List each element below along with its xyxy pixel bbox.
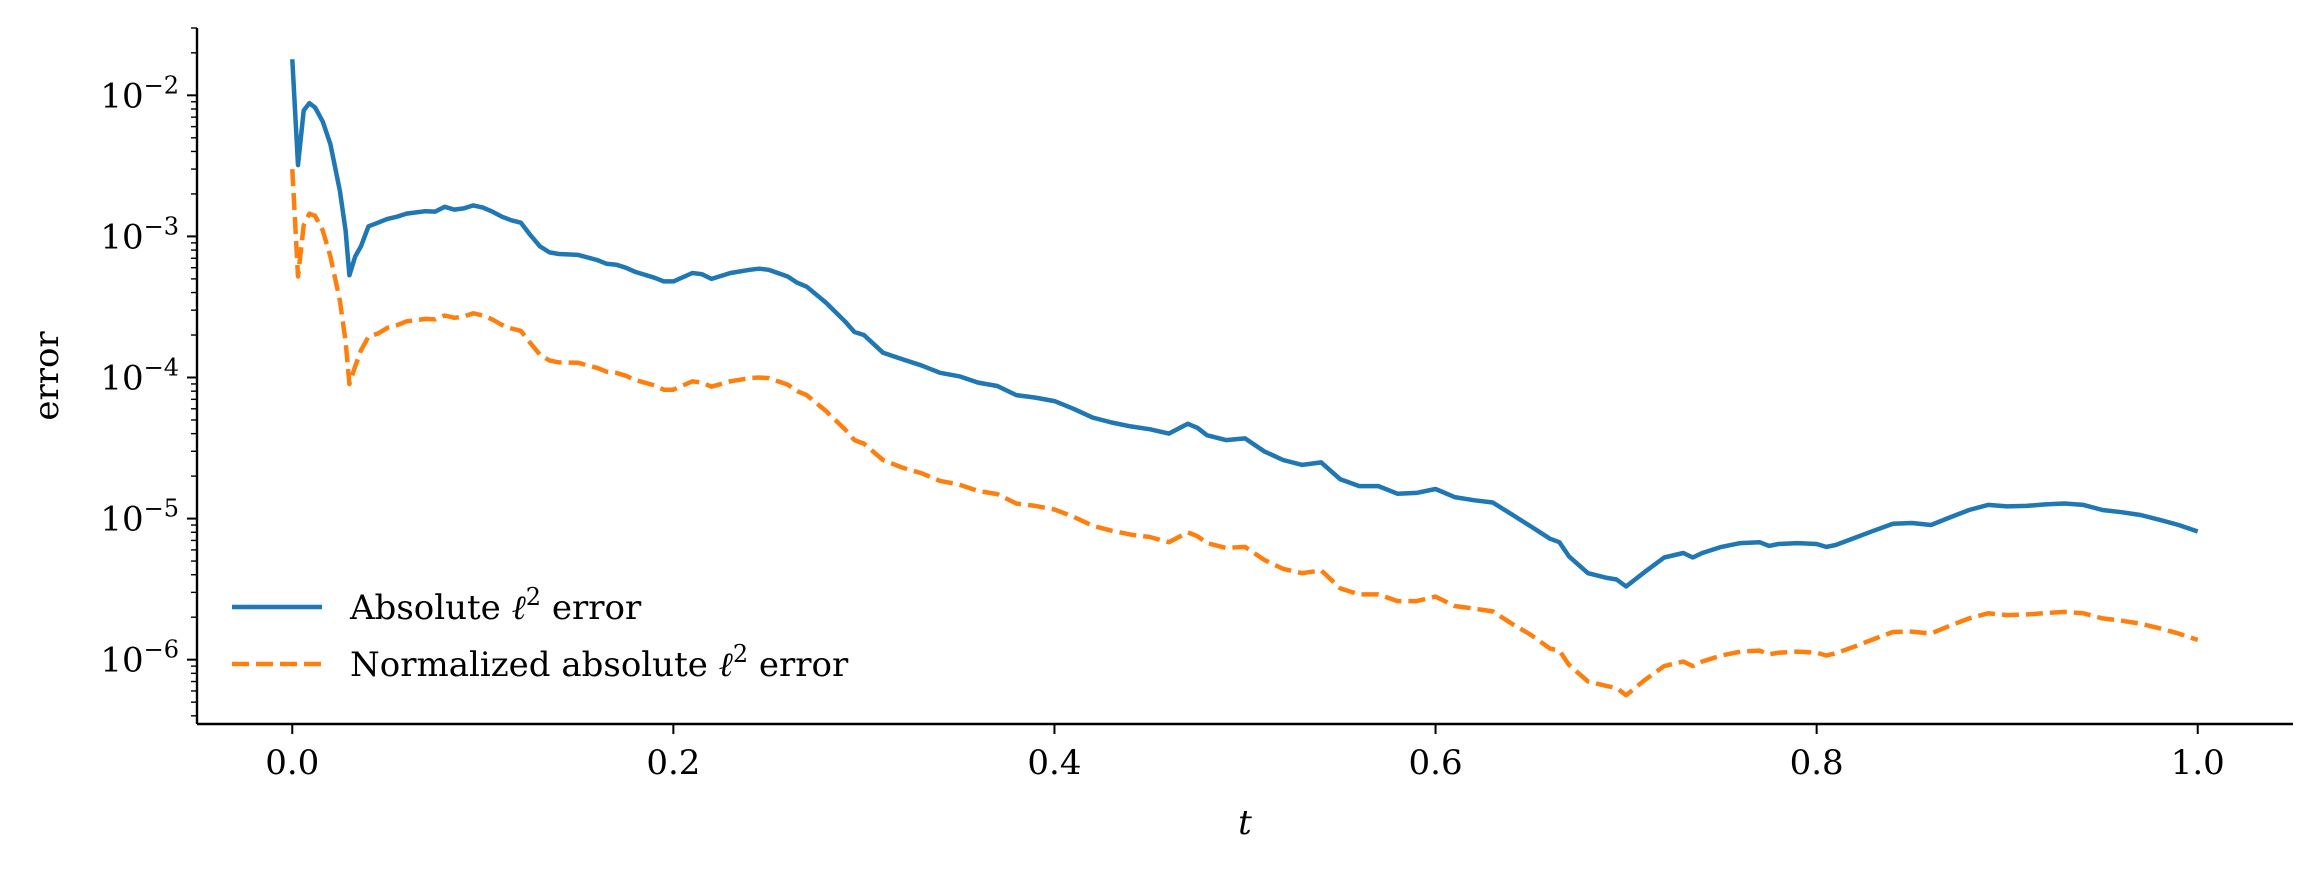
x-tick-label: 0.0: [265, 743, 319, 783]
series-line-absolute-error: [290, 59, 2199, 589]
y-tick-label: 10−2: [100, 71, 179, 116]
y-tick-label: 10−4: [100, 353, 179, 398]
x-tick-label: 1.0: [2171, 743, 2225, 783]
y-tick-label: 10−5: [100, 495, 179, 540]
legend-label: Absolute ℓ2 error: [349, 583, 642, 628]
x-tick-label: 0.6: [1409, 743, 1463, 783]
y-tick-label: 10−6: [100, 636, 179, 681]
y-tick-label: 10−3: [100, 212, 179, 257]
legend-label: Normalized absolute ℓ2 error: [350, 640, 849, 685]
x-tick-label: 0.8: [1790, 743, 1844, 783]
series-layer: [290, 59, 2199, 698]
series-line-normalized-error: [290, 168, 2199, 698]
y-ticks: 10−6 10−5 10−4 10−3 10−2: [100, 27, 197, 717]
x-ticks: 0.0 0.2 0.4 0.6 0.8 1.0: [265, 724, 2225, 783]
y-axis-label: error: [27, 331, 67, 421]
x-tick-label: 0.4: [1027, 743, 1081, 783]
x-axis-label: t: [1238, 803, 1252, 843]
legend: Absolute ℓ2 error Normalized absolute ℓ2 …: [232, 583, 849, 685]
x-tick-label: 0.2: [646, 743, 700, 783]
